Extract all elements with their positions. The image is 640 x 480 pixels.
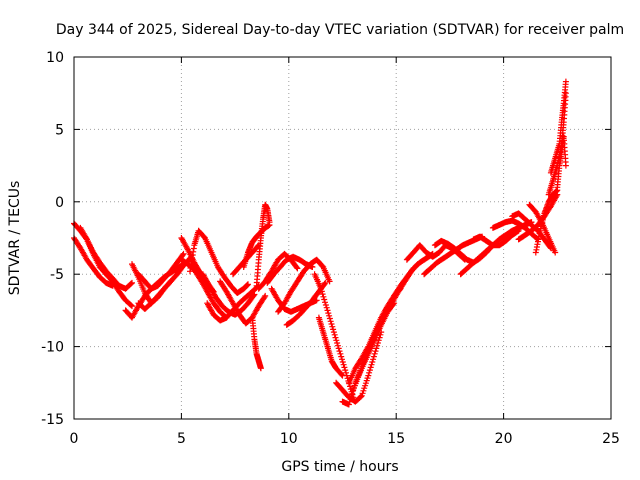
data-point-markers [122,261,187,321]
series-arc-25 [315,314,346,379]
data-point-markers [532,187,561,256]
y-tick-label: 5 [55,122,64,138]
x-axis-label: GPS time / hours [281,459,398,475]
y-tick-label: -5 [50,267,64,283]
data-points [71,78,569,408]
series-arc-18 [253,201,273,289]
data-point-markers [526,201,559,256]
data-point-markers [178,256,230,321]
data-point-markers [217,278,269,327]
x-tick-label: 25 [602,431,620,447]
series-arc-44 [554,133,569,191]
x-tick-label: 15 [387,431,405,447]
series-arc-41 [532,187,561,256]
data-point-markers [249,314,264,372]
y-tick-label: -15 [41,412,64,428]
series-arc-32 [391,250,436,299]
y-axis-label: SDTVAR / TECUs [7,181,23,296]
series-arc-40 [526,201,559,256]
data-point-markers [77,224,110,278]
series-arc-36 [470,227,522,249]
y-tick-label: 0 [55,195,64,211]
data-point-markers [315,314,346,379]
x-tick-label: 20 [495,431,513,447]
y-tick-label: 10 [46,50,64,66]
x-tick-label: 10 [280,431,298,447]
plot-frame [73,56,612,420]
data-point-markers [275,256,333,315]
chart-title: Day 344 of 2025, Sidereal Day-to-day VTE… [56,22,624,38]
series-arc-10 [178,256,230,321]
series-arc-17 [249,314,264,372]
data-point-markers [253,201,273,289]
series-arc-3 [77,224,110,278]
series-arc-14 [217,278,269,327]
data-point-markers [554,133,569,191]
series-arc-4 [103,271,135,310]
series-arc-43 [547,78,569,176]
y-tick-label: -10 [41,340,64,356]
series-arc-11 [187,227,251,296]
x-tick-label: 5 [177,431,186,447]
data-point-markers [187,227,251,296]
data-point-markers [470,227,522,249]
series-arc-29 [350,323,382,393]
series-arc-5 [122,261,187,321]
series-arc-22 [275,256,333,315]
data-point-markers [103,271,135,310]
axes: 0 5 10 15 20 25 -15 -10 -5 0 5 10 [41,50,620,447]
data-point-markers [391,250,436,299]
x-tick-label: 0 [70,431,79,447]
data-point-markers [350,323,382,393]
data-point-markers [547,78,569,176]
